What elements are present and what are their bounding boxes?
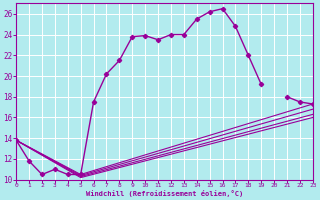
X-axis label: Windchill (Refroidissement éolien,°C): Windchill (Refroidissement éolien,°C)	[86, 190, 243, 197]
